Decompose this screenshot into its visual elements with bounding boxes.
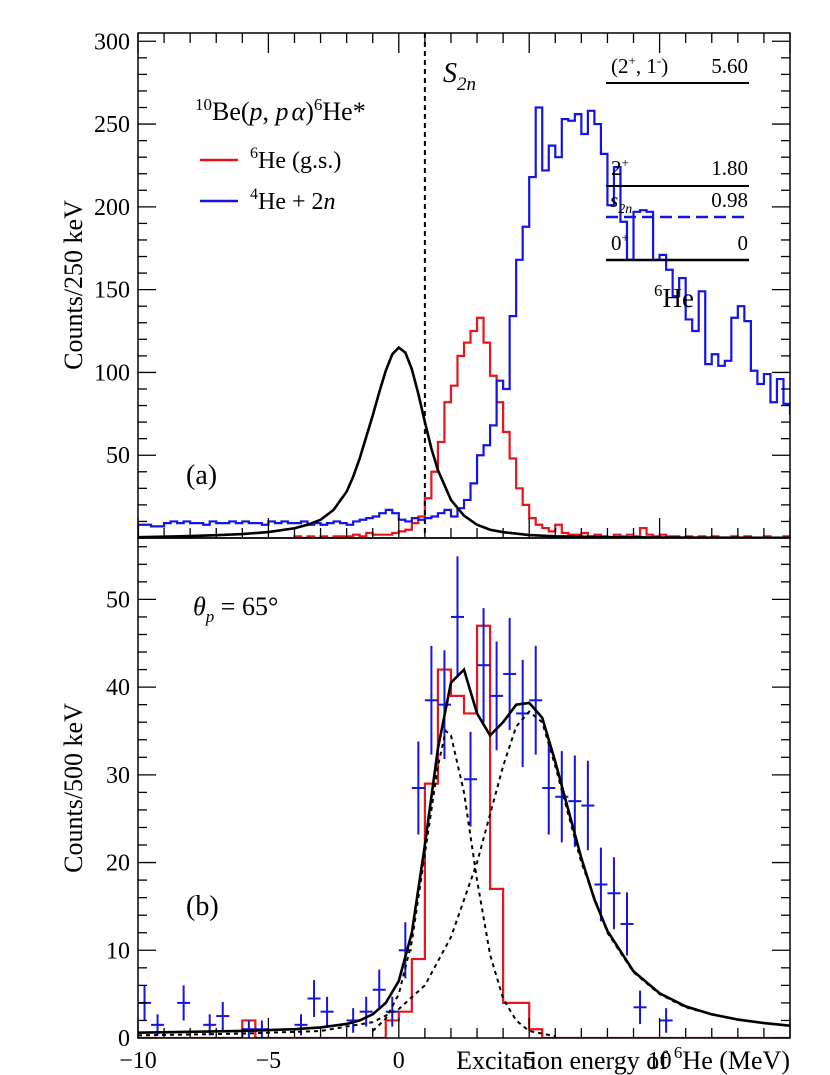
data-point xyxy=(581,760,595,851)
panel-a-y-axis-title: Counts/250 keV xyxy=(59,200,88,370)
y-tick-label: 10 xyxy=(106,938,130,964)
level-energy-5p60: 5.60 xyxy=(711,54,748,78)
threshold-label: S2n xyxy=(443,58,476,95)
panel-a-y-ticks: 50 100 150 200 250 300 xyxy=(94,29,790,539)
level-energy-1p80: 1.80 xyxy=(711,156,748,180)
reaction-label: 10Be(p, p α)6He* xyxy=(195,95,366,126)
y-tick-label: 300 xyxy=(94,29,130,55)
panel-b-series xyxy=(138,556,790,1038)
y-tick-label: 20 xyxy=(106,851,130,877)
y-tick-label: 50 xyxy=(106,587,130,613)
panel-b-y-axis-title: Counts/500 keV xyxy=(59,703,88,873)
level-energy-s2n: 0.98 xyxy=(711,188,748,212)
panel-b-label: (b) xyxy=(186,891,219,922)
data-point xyxy=(620,892,634,956)
data-point xyxy=(529,645,543,755)
data-point xyxy=(320,996,334,1027)
x-tick-label: −10 xyxy=(119,1048,157,1074)
level-jpi-5p60: (2+, 1-) xyxy=(611,53,668,78)
y-tick-label: 50 xyxy=(106,443,130,469)
level-jpi-1p80: 2+ xyxy=(611,155,629,180)
data-point xyxy=(633,990,647,1024)
data-point xyxy=(372,969,386,1010)
level-energy-0: 0 xyxy=(738,231,749,255)
y-tick-label: 150 xyxy=(94,278,130,304)
data-point xyxy=(542,741,556,835)
data-point xyxy=(659,1008,673,1033)
x-tick-label: 10 xyxy=(648,1048,672,1074)
panel-a-label: (a) xyxy=(186,460,217,491)
b-component-2-curve xyxy=(138,710,790,1037)
data-point xyxy=(359,996,373,1027)
y-tick-label: 250 xyxy=(94,112,130,138)
level-jpi-0: 0+ xyxy=(611,230,629,255)
x-tick-label: 5 xyxy=(523,1048,535,1074)
panel-a-x-ticks xyxy=(137,33,791,538)
data-point xyxy=(216,1002,230,1031)
y-tick-label: 200 xyxy=(94,195,130,221)
level-jpi-s2n: s2n xyxy=(610,188,632,217)
x-tick-label: 0 xyxy=(393,1048,405,1074)
data-point xyxy=(437,650,451,760)
data-point xyxy=(411,741,425,835)
data-point xyxy=(307,980,321,1017)
y-tick-label: 0 xyxy=(118,1026,130,1052)
x-tick-label: −5 xyxy=(256,1048,282,1074)
b-6he-g-s--histogram xyxy=(138,624,790,1038)
legend-entry-gs: 6He (g.s.) xyxy=(250,145,341,174)
x-axis-title: Excitation energy of 6He (MeV) xyxy=(456,1043,790,1075)
data-point xyxy=(464,731,478,827)
data-point xyxy=(477,608,491,723)
b-total-fit-curve xyxy=(138,667,790,1035)
y-tick-label: 100 xyxy=(94,360,130,386)
level-scheme-nucleus: 6He xyxy=(654,281,694,313)
data-point xyxy=(555,751,569,843)
panel-b-frame xyxy=(137,537,791,1039)
panel-b-y-ticks: 0 10 20 30 40 50 xyxy=(106,546,790,1052)
legend-entry-2n: 4He + 2n xyxy=(250,186,336,215)
data-point xyxy=(594,847,608,922)
data-point xyxy=(177,985,191,1021)
y-tick-label: 30 xyxy=(106,763,130,789)
a-fit-curve xyxy=(138,345,790,538)
b-component-1-curve xyxy=(372,729,556,1038)
y-tick-label: 40 xyxy=(106,675,130,701)
data-point xyxy=(490,641,504,751)
angle-label: θp = 65° xyxy=(193,592,278,626)
data-point xyxy=(607,857,621,930)
panel-b: 0 10 20 30 40 50 −10 −5 0 5 10 Counts/500 keV θp … xyxy=(59,537,791,1075)
level-scheme: (2+, 1-) 5.60 2+ 1.80 s2n 0.98 0+ 0 6He xyxy=(606,53,749,313)
data-point xyxy=(242,1020,256,1038)
panel-b-x-ticks: −10 −5 0 5 10 xyxy=(119,1018,791,1074)
data-point xyxy=(450,556,464,678)
data-point xyxy=(424,645,438,755)
legend: 6He (g.s.) 4He + 2n xyxy=(200,145,341,215)
panel-a: 50 100 150 200 250 300 Counts/250 keV S2n 10B… xyxy=(59,29,791,539)
a-4he-2n-histogram xyxy=(138,106,790,538)
